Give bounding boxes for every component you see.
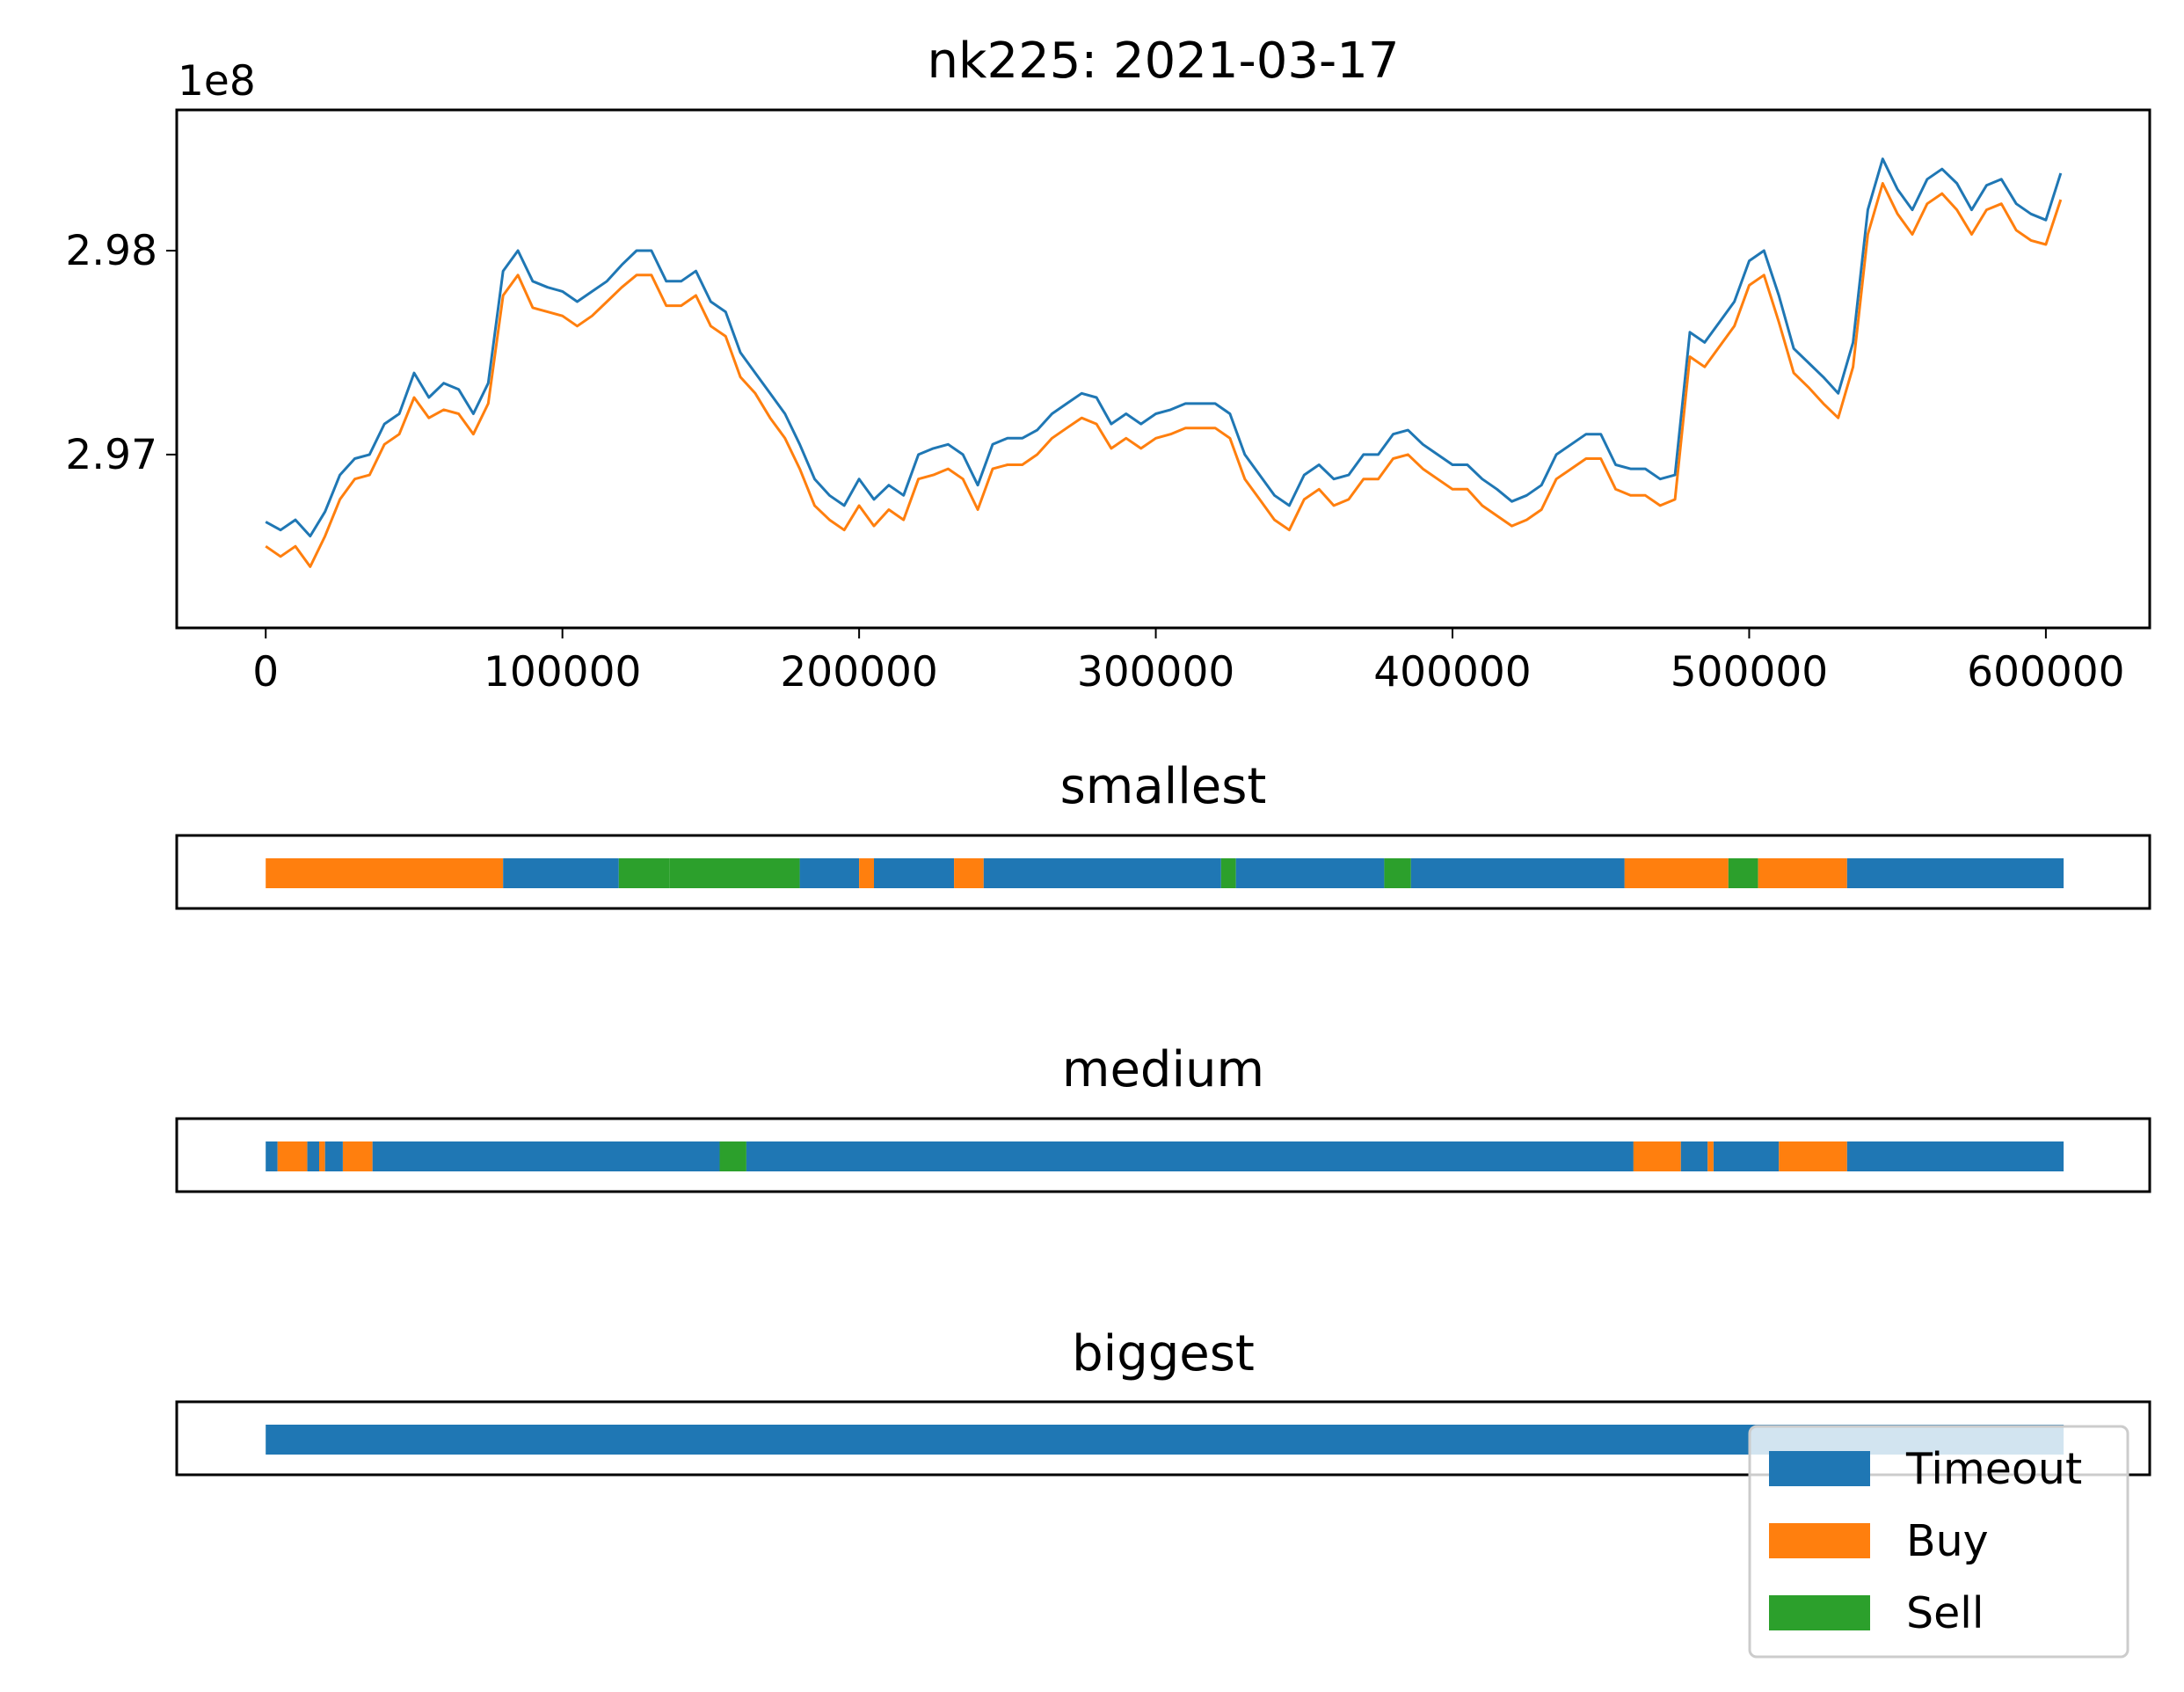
- segment-buy: [954, 858, 984, 888]
- legend-swatch-sell: [1769, 1595, 1870, 1630]
- segment-timeout: [266, 1141, 278, 1171]
- smallest-segments: [266, 858, 2064, 888]
- biggest-frame: [175, 1400, 2151, 1477]
- legend-swatch-timeout: [1769, 1451, 1870, 1486]
- price-x-axis: 0 100000 200000 300000 400000 500000 600000: [252, 628, 2125, 696]
- biggest-title: biggest: [1072, 1325, 1255, 1382]
- segment-buy: [1758, 858, 1847, 888]
- smallest-frame: [175, 834, 2151, 910]
- segment-timeout: [1714, 1141, 1780, 1171]
- x-tick-label: 100000: [484, 648, 641, 696]
- segment-sell: [1728, 858, 1758, 888]
- legend-label-buy: Buy: [1906, 1516, 1989, 1566]
- segment-buy: [1624, 858, 1729, 888]
- legend-label-timeout: Timeout: [1905, 1444, 2082, 1494]
- medium-title: medium: [1062, 1041, 1264, 1098]
- segment-timeout: [1846, 858, 2064, 888]
- x-tick-label: 600000: [1967, 648, 2124, 696]
- segment-buy: [277, 1141, 308, 1171]
- segment-timeout: [307, 1141, 319, 1171]
- segment-timeout: [1680, 1141, 1708, 1171]
- segment-sell: [719, 1141, 746, 1171]
- segment-buy: [1633, 1141, 1681, 1171]
- segment-buy: [266, 858, 504, 888]
- segment-timeout: [1410, 858, 1625, 888]
- medium-panel: medium: [175, 1041, 2151, 1193]
- segment-sell: [1384, 858, 1411, 888]
- segment-buy: [1779, 1141, 1847, 1171]
- price-y-axis: 2.97 2.98: [65, 227, 177, 479]
- segment-timeout: [324, 1141, 343, 1171]
- x-tick-label: 500000: [1671, 648, 1828, 696]
- smallest-panel: smallest: [175, 758, 2151, 910]
- segment-timeout: [1235, 858, 1385, 888]
- x-tick-label: 0: [252, 648, 279, 696]
- price-series-line-1: [265, 157, 2063, 538]
- x-tick-label: 200000: [780, 648, 937, 696]
- y-offset-label: 1e8: [178, 57, 256, 106]
- segment-timeout: [372, 1141, 720, 1171]
- smallest-title: smallest: [1060, 758, 1267, 815]
- segment-timeout: [874, 858, 955, 888]
- medium-frame: [175, 1117, 2151, 1193]
- segment-buy: [1707, 1141, 1714, 1171]
- segment-timeout: [983, 858, 1221, 888]
- segment-timeout: [799, 858, 860, 888]
- segment-sell: [618, 858, 670, 888]
- price-lines: [265, 157, 2063, 568]
- x-tick-label: 300000: [1077, 648, 1234, 696]
- segment-buy: [319, 1141, 325, 1171]
- legend: Timeout Buy Sell: [1748, 1425, 2129, 1659]
- price-panel: nk225: 2021-03-17 1e8 0 100000 200000 30000…: [65, 33, 2151, 696]
- price-series-line-2: [265, 182, 2063, 568]
- y-tick-label: 2.98: [65, 227, 157, 275]
- segment-sell: [1220, 858, 1236, 888]
- segment-timeout: [503, 858, 619, 888]
- y-tick-label: 2.97: [65, 431, 157, 479]
- segment-buy: [343, 1141, 373, 1171]
- segment-sell: [669, 858, 800, 888]
- legend-label-sell: Sell: [1906, 1588, 1984, 1638]
- segment-buy: [859, 858, 874, 888]
- segment-timeout: [1846, 1141, 2064, 1171]
- price-plot-frame: [175, 108, 2151, 630]
- price-chart-title: nk225: 2021-03-17: [928, 33, 1400, 90]
- legend-swatch-buy: [1769, 1523, 1870, 1558]
- legend-entries: Timeout Buy Sell: [1769, 1444, 2082, 1638]
- medium-segments: [266, 1141, 2064, 1171]
- x-tick-label: 400000: [1373, 648, 1531, 696]
- segment-timeout: [746, 1141, 1634, 1171]
